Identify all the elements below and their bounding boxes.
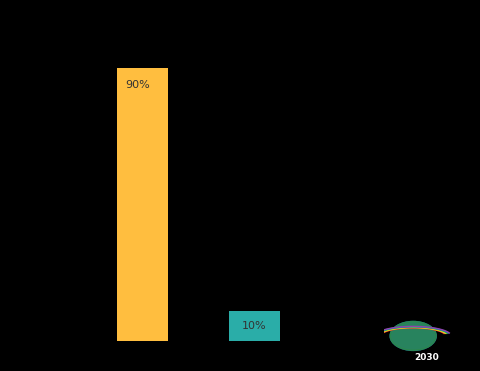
Circle shape	[390, 321, 436, 350]
Text: 90%: 90%	[126, 80, 150, 90]
Bar	[117, 68, 168, 341]
Text: 2030: 2030	[414, 352, 439, 361]
Circle shape	[390, 321, 436, 350]
Bar	[229, 311, 279, 341]
Text: 10%: 10%	[242, 321, 267, 331]
